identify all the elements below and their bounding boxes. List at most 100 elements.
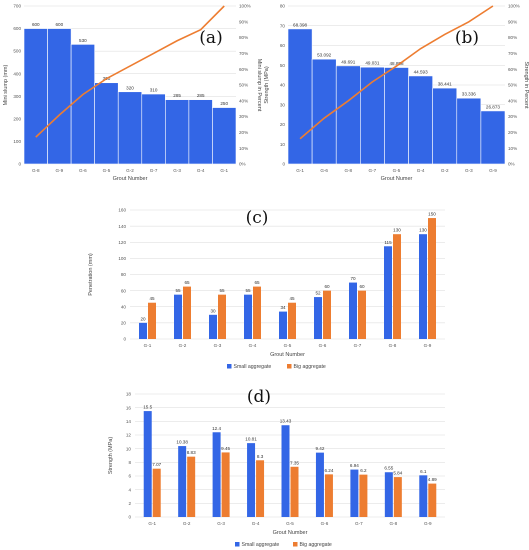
x-tick-label: G-5	[393, 168, 401, 173]
y-tick-label: 70	[280, 23, 286, 28]
bar-data-label: 310	[150, 88, 158, 93]
bar-data-label: 600	[55, 22, 63, 27]
legend-label: Big aggregate	[300, 542, 332, 548]
y-tick-label: 60	[280, 43, 286, 48]
panel-label: (d)	[247, 387, 271, 407]
x-tick-label: G-5	[103, 168, 111, 173]
y-tick-label: 20	[280, 122, 286, 127]
panel-b-strength-chart: 0 10 20 30 40 50 60 70 80 0% 10% 20% 30% 40% 50% 60% 70%…	[262, 0, 529, 190]
bar-data-label: 5.84	[393, 471, 402, 476]
panel-label: (b)	[455, 28, 479, 48]
bar-big-aggregate	[358, 290, 366, 339]
x-tick-label: G-3	[214, 343, 222, 348]
y-tick-label: 140	[118, 224, 126, 229]
bar-data-label: 8.3	[257, 454, 264, 459]
y2-tick-label: 50%	[239, 83, 248, 88]
legend-label: Small aggregate	[234, 364, 272, 370]
y2-tick-label: 100%	[239, 4, 251, 9]
x-tick-label: G-6	[319, 343, 327, 348]
legend-swatch	[235, 542, 240, 547]
y-tick-label: 600	[13, 26, 21, 31]
x-tick-label: G-4	[252, 521, 260, 526]
y-axis-title: Penetration (mm)	[88, 253, 94, 296]
y-tick-label: 500	[13, 49, 21, 54]
panel-d-strength-aggregate-chart: 0 2 4 6 8 10 12 14 16 18 15.5 7.07 G-1 10.38 8.83 G-2 12…	[105, 376, 460, 550]
y2-tick-label: 80%	[508, 35, 517, 40]
y2-tick-label: 70%	[239, 51, 248, 56]
chart-b-svg: 0 10 20 30 40 50 60 70 80 0% 10% 20% 30% 40% 50% 60% 70%…	[264, 4, 529, 182]
panel-label: (c)	[246, 208, 269, 228]
x-tick-label: G-9	[489, 168, 497, 173]
bar-data-label: 130	[419, 228, 427, 233]
x-tick-label: G-4	[197, 168, 205, 173]
bar-data-label: 20	[140, 316, 146, 321]
y-tick-label: 50	[280, 63, 286, 68]
bar-data-label: 13.43	[280, 419, 292, 424]
bar-small-aggregate	[212, 432, 221, 517]
bar-data-label: 44.593	[414, 69, 428, 74]
x-tick-label: G-2	[183, 521, 191, 526]
bar-data-label: 52	[315, 291, 321, 296]
y-tick-label: 10	[126, 446, 132, 451]
bar-data-label: 30	[210, 308, 216, 313]
bar-data-label: 10.38	[176, 440, 188, 445]
y2-tick-label: 70%	[508, 51, 517, 56]
y-tick-label: 20	[121, 321, 127, 326]
x-tick-label: G-6	[321, 521, 329, 526]
bar-data-label: 6.55	[384, 466, 393, 471]
y-tick-label: 0	[282, 162, 285, 167]
y-tick-label: 400	[13, 71, 21, 76]
bar-data-label: 60	[324, 284, 330, 289]
x-axis-title: Grout Number	[273, 530, 308, 536]
bar-data-label: 53.092	[317, 53, 331, 58]
y2-tick-label: 60%	[508, 67, 517, 72]
bar	[384, 67, 409, 165]
bar-data-label: 600	[32, 22, 40, 27]
bar-big-aggregate	[221, 452, 230, 517]
x-tick-label: G-3	[217, 521, 225, 526]
bar-small-aggregate	[314, 297, 322, 339]
bar-data-label: 320	[126, 85, 134, 90]
bar	[212, 107, 237, 165]
panel-c-penetration-chart: 0 20 40 60 80 100 120 140 160 20 45 G-1 55 65 G-2 30 55 G…	[80, 198, 460, 378]
bar-data-label: 9.42	[315, 446, 324, 451]
x-axis-title: Grout Number	[270, 352, 305, 358]
x-tick-label: G-5	[284, 343, 292, 348]
x-tick-label: G-7	[369, 168, 377, 173]
y2-tick-label: 10%	[239, 146, 248, 151]
bar-small-aggregate	[281, 425, 290, 517]
panel-a-mini-slump-chart: 0 100 200 300 400 500 600 700 0% 10% 20% 30% 40% 50% 6…	[0, 0, 262, 190]
legend-swatch	[287, 364, 292, 369]
x-tick-label: G-2	[179, 343, 187, 348]
y-tick-label: 18	[126, 392, 132, 397]
bar-data-label: 6.24	[324, 468, 333, 473]
y-tick-label: 10	[280, 142, 286, 147]
x-tick-label: G-7	[355, 521, 363, 526]
bar-data-label: 65	[184, 280, 190, 285]
bar	[408, 75, 433, 165]
bar-small-aggregate	[279, 311, 287, 339]
bar-data-label: 115	[384, 240, 392, 245]
y2-tick-label: 60%	[239, 67, 248, 72]
x-tick-label: G-9	[424, 343, 432, 348]
y-tick-label: 0	[18, 162, 21, 167]
bar-big-aggregate	[256, 460, 265, 517]
bar-big-aggregate	[288, 302, 296, 339]
bar	[70, 44, 95, 165]
y2-axis-title: Mini slump in Percent	[256, 59, 262, 112]
bar-data-label: 9.45	[221, 446, 230, 451]
bar-big-aggregate	[323, 290, 331, 339]
bar-small-aggregate	[244, 294, 252, 339]
y-axis-title: Mini slump (mm)	[3, 65, 9, 106]
bar-small-aggregate	[178, 446, 187, 517]
y-tick-label: 14	[126, 419, 132, 424]
x-tick-label: G-8	[32, 168, 40, 173]
y-tick-label: 6	[128, 474, 131, 479]
x-axis-title: Grout Number	[113, 176, 148, 182]
x-tick-label: G-1	[296, 168, 304, 173]
bar	[141, 93, 166, 165]
bar	[456, 97, 482, 165]
bar-data-label: 65	[254, 280, 260, 285]
bar-data-label: 45	[289, 296, 295, 301]
bar-big-aggregate	[324, 474, 333, 517]
